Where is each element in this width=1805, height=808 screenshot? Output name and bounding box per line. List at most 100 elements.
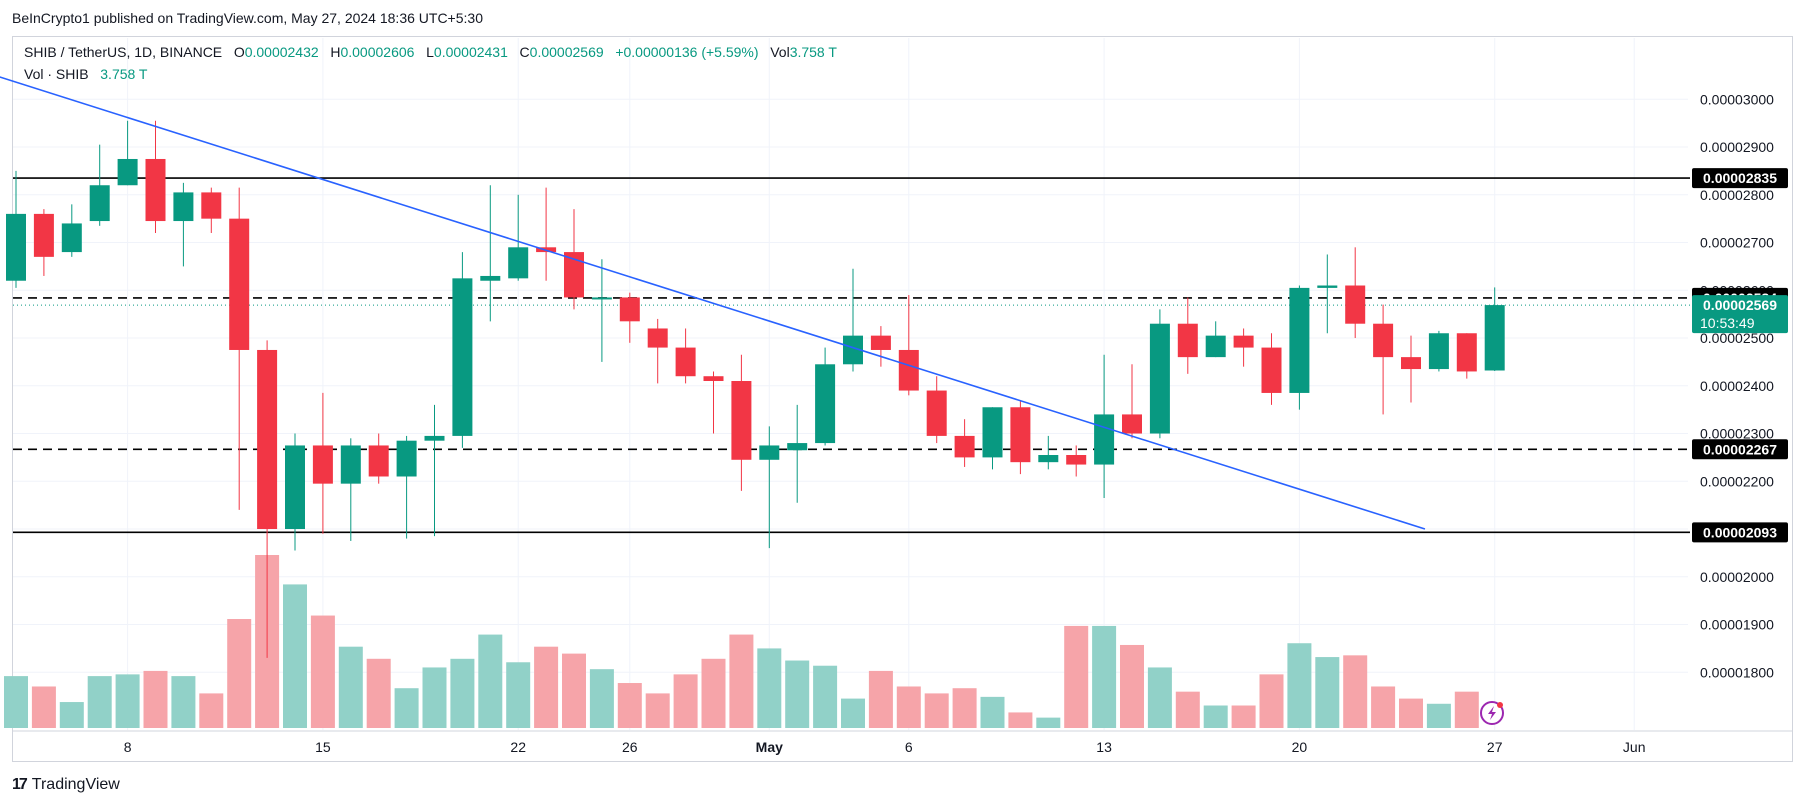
volume-bar <box>924 693 949 728</box>
volume-bar <box>1064 625 1089 728</box>
candle-body <box>452 278 473 436</box>
volume-bar <box>143 670 168 728</box>
level-price-tag <box>1692 439 1788 460</box>
y-tick-label: 0.00002500 <box>1700 330 1774 346</box>
volume-bar <box>227 619 252 728</box>
volume-bar <box>868 670 893 728</box>
volume-bar <box>59 702 84 728</box>
candle-body <box>6 213 26 281</box>
candle-body <box>564 252 584 298</box>
volume-bar <box>1343 655 1368 728</box>
x-tick-label: 6 <box>905 739 913 755</box>
candle-body <box>229 218 250 350</box>
candle-body <box>257 349 278 530</box>
volume-bar <box>701 658 726 728</box>
level-price-tag <box>1692 168 1788 189</box>
candle-body <box>926 390 947 436</box>
candle-body <box>117 158 138 186</box>
tradingview-logo[interactable]: 17 TradingView <box>12 776 120 794</box>
candle-body <box>703 376 724 381</box>
candle-body <box>508 247 529 279</box>
volume-bar <box>366 658 391 728</box>
candle-body <box>759 445 780 460</box>
volume-bar <box>813 665 838 728</box>
candle-body <box>731 381 752 460</box>
low-value: 0.00002431 <box>433 44 508 60</box>
symbol-name[interactable]: SHIB / TetherUS, 1D, BINANCE <box>24 44 223 60</box>
candle-body <box>1094 414 1115 465</box>
current-price-tag <box>1692 295 1788 334</box>
candle-body <box>954 435 975 458</box>
volume-bar <box>617 683 642 728</box>
volume-bar <box>87 676 112 728</box>
y-tick-label: 0.00002200 <box>1700 473 1774 489</box>
volume-bar <box>171 676 196 728</box>
tradingview-logo-icon: 17 <box>12 776 28 793</box>
volume-bar <box>729 634 754 728</box>
volume-bar <box>1175 691 1200 728</box>
volume-value: 3.758 T <box>789 44 837 60</box>
icons <box>1480 701 1504 725</box>
volume-bar <box>1315 657 1340 728</box>
x-tick-label: 15 <box>315 739 331 755</box>
y-tick-label: 0.00003000 <box>1700 91 1774 107</box>
candle-body <box>480 275 501 281</box>
x-tick-label: 27 <box>1487 739 1503 755</box>
volume-series-name[interactable]: Vol · SHIB <box>24 66 89 82</box>
candle-body <box>173 192 194 222</box>
y-tick-label: 0.00002900 <box>1700 139 1774 155</box>
open-label: O <box>233 44 245 60</box>
high-label: H <box>330 44 341 60</box>
volume-bar <box>589 669 614 728</box>
candle-body <box>1317 285 1338 288</box>
volume-bar <box>534 646 559 728</box>
tradingview-brand: TradingView <box>31 776 120 793</box>
candle-body <box>1149 323 1170 434</box>
volume-bar <box>562 653 586 728</box>
close-value: 0.00002569 <box>529 44 604 60</box>
price-candles <box>6 120 1505 658</box>
candle-body <box>340 445 361 484</box>
candle-body <box>1345 285 1366 324</box>
candle-body <box>1122 414 1142 434</box>
volume-bar <box>478 634 503 728</box>
volume-bar <box>1371 686 1396 728</box>
x-tick-label: 20 <box>1292 739 1308 755</box>
published-caption: BeInCrypto1 published on TradingView.com… <box>12 10 483 26</box>
ohlc-legend: SHIB / TetherUS, 1D, BINANCE O0.00002432… <box>24 44 837 60</box>
volume-bar <box>1147 667 1172 728</box>
candle-body <box>33 213 54 257</box>
candle-body <box>815 364 836 444</box>
level-price-tag-label: 0.00002267 <box>1703 441 1777 457</box>
volume-bar <box>1203 705 1228 728</box>
x-tick-label: 8 <box>124 739 132 755</box>
candle-body <box>368 445 389 477</box>
candle-body <box>1401 357 1421 370</box>
volume-bar <box>310 615 335 728</box>
y-tick-label: 0.00002300 <box>1700 426 1774 442</box>
low-label: L <box>426 44 434 60</box>
volume-bar <box>31 686 56 728</box>
y-tick-label: 0.00002800 <box>1700 187 1774 203</box>
volume-bar <box>450 658 475 728</box>
candle-body <box>619 297 640 322</box>
candle-body <box>1261 347 1282 393</box>
candle-body <box>1373 323 1394 358</box>
ideas-badge-icon[interactable] <box>1480 701 1504 725</box>
candle-body <box>1177 323 1198 358</box>
candle-body <box>1456 333 1477 372</box>
y-tick-label: 0.00002000 <box>1700 569 1774 585</box>
volume-bar <box>1259 674 1284 728</box>
volume-bar <box>1231 705 1256 728</box>
candle-body <box>1066 455 1087 465</box>
candle-body <box>898 349 919 391</box>
volume-series-value: 3.758 T <box>100 66 148 82</box>
level-price-tag-label: 0.00002835 <box>1703 170 1777 186</box>
volume-bar <box>673 674 698 728</box>
candle-body <box>201 192 222 219</box>
grid-lines <box>13 38 1792 732</box>
volume-bar <box>1454 691 1479 728</box>
candle-body <box>89 185 110 222</box>
volume-bar <box>199 693 224 728</box>
